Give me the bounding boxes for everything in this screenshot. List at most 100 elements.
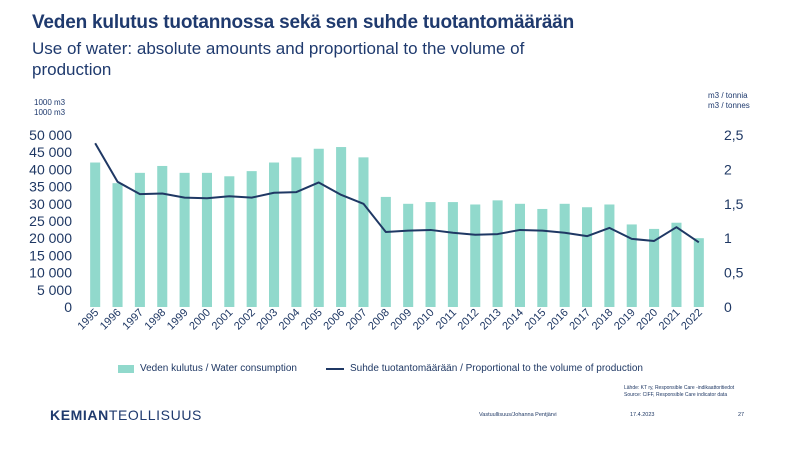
bar-2015	[537, 208, 548, 307]
right-tick-label: 1,5	[724, 196, 744, 212]
x-tick-label: 2016	[545, 307, 571, 333]
x-tick-label: 2017	[567, 307, 593, 333]
x-axis: 1995199619971998199920002001200220032004…	[76, 307, 705, 333]
left-tick-label: 15 000	[29, 247, 72, 263]
source-line-1: Lähde: KT ry, Responsible Care -indikaat…	[624, 385, 735, 391]
bar-2013	[492, 200, 503, 307]
logo-thin-part: TEOLLISUUS	[108, 407, 202, 423]
kemianteollisuus-logo: KEMIANTEOLLISUUS	[50, 407, 202, 423]
left-tick-label: 50 000	[29, 127, 72, 143]
bar-2016	[559, 203, 570, 307]
bar-2019	[626, 224, 637, 307]
footer-date: 17.4.2023	[630, 412, 655, 418]
bar-1998	[157, 165, 168, 307]
left-axis-unit: 1000 m3 1000 m3	[34, 98, 65, 118]
bar-2011	[447, 202, 458, 307]
x-tick-label: 2004	[277, 307, 303, 333]
chart-title-english: Use of water: absolute amounts and propo…	[32, 39, 525, 79]
bar-2001	[224, 176, 235, 307]
x-tick-label: 2020	[634, 307, 660, 333]
chart-title-finnish: Veden kulutus tuotannossa sekä sen suhde…	[32, 12, 575, 33]
bar-2014	[514, 203, 525, 307]
x-tick-label: 2022	[679, 307, 705, 333]
x-tick-label: 2005	[299, 307, 325, 333]
x-tick-label: 1998	[143, 307, 169, 333]
x-tick-label: 2014	[500, 307, 526, 333]
left-tick-label: 40 000	[29, 161, 72, 177]
x-tick-label: 2007	[344, 307, 370, 333]
x-tick-label: 2015	[523, 307, 549, 333]
x-tick-label: 2018	[590, 307, 616, 333]
left-tick-label: 10 000	[29, 265, 72, 281]
bar-2017	[582, 207, 593, 307]
right-tick-label: 0,5	[724, 265, 744, 281]
left-axis-unit-line-1: 1000 m3	[34, 98, 66, 107]
left-tick-label: 20 000	[29, 230, 72, 246]
x-tick-label: 2012	[456, 307, 482, 333]
bar-2008	[380, 196, 391, 307]
x-tick-label: 1995	[76, 307, 102, 333]
x-tick-label: 2021	[657, 307, 683, 333]
legend-item-bars: Veden kulutus / Water consumption	[118, 363, 297, 374]
bar-2005	[313, 148, 324, 307]
x-tick-label: 2003	[254, 307, 280, 333]
bar-2003	[269, 162, 280, 307]
legend-item-line: Suhde tuotantomäärään / Proportional to …	[326, 363, 643, 374]
right-tick-label: 2,5	[724, 127, 744, 143]
left-axis-unit-line-2: 1000 m3	[34, 108, 66, 117]
logo-bold-part: KEMIAN	[50, 407, 109, 423]
x-tick-label: 2006	[321, 307, 347, 333]
right-axis-unit-line-1: m3 / tonnia	[708, 91, 748, 100]
bar-2000	[201, 172, 212, 307]
bar-2009	[403, 203, 414, 307]
left-tick-label: 25 000	[29, 213, 72, 229]
bar-2020	[649, 228, 660, 307]
chart-legend: Veden kulutus / Water consumption Suhde …	[0, 363, 800, 377]
bar-2021	[671, 222, 682, 307]
left-tick-label: 5 000	[37, 282, 72, 298]
bar-series	[90, 147, 704, 307]
bar-2010	[425, 202, 436, 307]
x-tick-label: 2009	[389, 307, 415, 333]
x-tick-label: 1999	[165, 307, 191, 333]
x-tick-label: 2000	[187, 307, 213, 333]
x-tick-label: 2011	[434, 307, 459, 332]
bar-2007	[358, 157, 369, 307]
right-tick-label: 0	[724, 299, 732, 315]
bar-1999	[179, 172, 190, 307]
right-axis-unit: m3 / tonnia m3 / tonnes	[708, 91, 750, 111]
footer-author: Vastuullisuus/Johanna Pentjärvi	[479, 412, 557, 418]
bar-2006	[336, 147, 347, 307]
bar-2002	[246, 171, 257, 307]
source-line-2: Source: CIFF, Responsible Care indicator…	[624, 391, 728, 398]
left-tick-label: 35 000	[29, 179, 72, 195]
line-series	[94, 142, 700, 244]
legend-swatch-bar	[118, 364, 134, 373]
right-tick-label: 2	[724, 161, 732, 177]
source-note: Lähde: KT ry, Responsible Care -indikaat…	[624, 385, 734, 398]
x-tick-label: 1996	[98, 307, 124, 333]
bar-2012	[470, 204, 481, 307]
right-axis-unit-line-2: m3 / tonnes	[708, 101, 750, 110]
x-tick-label: 2001	[210, 307, 236, 333]
right-tick-label: 1	[724, 230, 732, 246]
bar-1995	[90, 162, 101, 307]
x-tick-label: 2013	[478, 307, 504, 333]
x-tick-label: 1997	[120, 307, 146, 333]
x-tick-label: 2008	[366, 307, 392, 333]
x-tick-label: 2002	[232, 307, 258, 333]
x-tick-label: 2010	[411, 307, 437, 333]
left-tick-label: 0	[64, 299, 72, 315]
footer-page-number: 27	[738, 412, 745, 418]
left-tick-label: 45 000	[29, 144, 72, 160]
legend-label-bars: Veden kulutus / Water consumption	[140, 363, 297, 374]
x-tick-label: 2019	[612, 307, 638, 333]
right-y-axis: 0 0,5 1 1,5 2 2,5	[724, 127, 744, 315]
bar-2022	[693, 238, 704, 307]
bar-1996	[112, 183, 123, 307]
bar-1997	[134, 172, 145, 307]
legend-label-line: Suhde tuotantomäärään / Proportional to …	[350, 363, 643, 374]
bar-2018	[604, 204, 615, 307]
